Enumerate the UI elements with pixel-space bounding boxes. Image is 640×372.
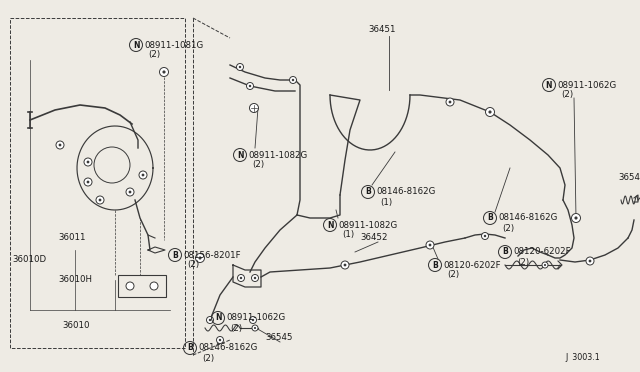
Text: 36010D: 36010D (12, 256, 46, 264)
Circle shape (249, 85, 252, 87)
Circle shape (289, 77, 296, 83)
Text: B: B (487, 214, 493, 222)
Circle shape (572, 214, 580, 222)
Circle shape (575, 217, 577, 219)
Circle shape (486, 108, 495, 116)
Circle shape (250, 104, 258, 112)
Circle shape (141, 174, 145, 176)
Text: 08911-1081G: 08911-1081G (144, 41, 204, 49)
Text: (2): (2) (447, 270, 459, 279)
Circle shape (129, 190, 131, 193)
Text: N: N (327, 221, 333, 230)
Bar (10, 18, 185, 348)
Text: 08911-1082G: 08911-1082G (248, 151, 307, 160)
Text: B: B (172, 250, 178, 260)
Bar (118, 275, 166, 297)
Text: 36010H: 36010H (58, 276, 92, 285)
Circle shape (126, 188, 134, 196)
Text: 08911-1082G: 08911-1082G (338, 221, 397, 230)
Circle shape (250, 103, 259, 112)
Circle shape (484, 235, 486, 237)
Circle shape (429, 244, 431, 246)
Text: B: B (365, 187, 371, 196)
Circle shape (254, 327, 256, 329)
Text: 36545: 36545 (265, 334, 292, 343)
Circle shape (252, 319, 254, 321)
Text: 36452: 36452 (360, 234, 387, 243)
Text: 08120-6202F: 08120-6202F (443, 260, 500, 269)
Text: (2): (2) (187, 260, 199, 269)
Text: (2): (2) (517, 257, 529, 266)
Text: N: N (546, 80, 552, 90)
Circle shape (246, 83, 253, 90)
Circle shape (198, 256, 202, 260)
Circle shape (150, 282, 158, 290)
Text: 36545: 36545 (618, 173, 640, 183)
Circle shape (96, 196, 104, 204)
Circle shape (86, 161, 90, 163)
Circle shape (216, 337, 223, 343)
Circle shape (240, 277, 242, 279)
Circle shape (250, 317, 257, 324)
Circle shape (207, 317, 214, 324)
Circle shape (237, 275, 244, 282)
Circle shape (86, 180, 90, 183)
Text: N: N (132, 41, 140, 49)
Text: N: N (215, 314, 221, 323)
Circle shape (59, 144, 61, 147)
Circle shape (488, 110, 492, 113)
Circle shape (237, 64, 243, 71)
Text: (2): (2) (230, 324, 242, 333)
Circle shape (99, 199, 101, 201)
Text: 08911-1062G: 08911-1062G (226, 314, 285, 323)
Text: (2): (2) (202, 353, 214, 362)
Text: 08156-8201F: 08156-8201F (183, 250, 241, 260)
Circle shape (544, 264, 546, 266)
Text: 36451: 36451 (368, 26, 396, 35)
Text: (2): (2) (502, 224, 514, 232)
Text: (2): (2) (252, 160, 264, 170)
Circle shape (84, 158, 92, 166)
Circle shape (542, 262, 548, 268)
Text: 36011: 36011 (58, 234, 86, 243)
Circle shape (481, 232, 488, 240)
Circle shape (209, 319, 211, 321)
Circle shape (84, 178, 92, 186)
Circle shape (239, 66, 241, 68)
Text: B: B (187, 343, 193, 353)
Circle shape (292, 79, 294, 81)
Circle shape (586, 257, 594, 265)
Circle shape (426, 241, 434, 249)
Circle shape (195, 253, 205, 263)
Circle shape (163, 70, 166, 74)
Text: 36010: 36010 (62, 321, 90, 330)
Circle shape (252, 275, 259, 282)
Text: B: B (502, 247, 508, 257)
Text: J  3003.1: J 3003.1 (565, 353, 600, 362)
Circle shape (219, 339, 221, 341)
Circle shape (589, 260, 591, 262)
Circle shape (341, 261, 349, 269)
Text: 08146-8162G: 08146-8162G (198, 343, 257, 353)
Text: 08911-1062G: 08911-1062G (557, 80, 616, 90)
Circle shape (446, 98, 454, 106)
Text: N: N (237, 151, 243, 160)
Circle shape (252, 325, 258, 331)
Circle shape (159, 67, 168, 77)
Circle shape (344, 264, 346, 266)
Text: 08146-8162G: 08146-8162G (376, 187, 435, 196)
Text: 08120-6202F: 08120-6202F (513, 247, 571, 257)
Circle shape (449, 100, 451, 103)
Text: (1): (1) (380, 198, 392, 206)
Text: (2): (2) (561, 90, 573, 99)
Text: 08146-8162G: 08146-8162G (498, 214, 557, 222)
Circle shape (254, 277, 256, 279)
Circle shape (56, 141, 64, 149)
Circle shape (126, 282, 134, 290)
Text: (2): (2) (148, 49, 160, 58)
Circle shape (139, 171, 147, 179)
Text: B: B (432, 260, 438, 269)
Text: (1): (1) (342, 231, 354, 240)
